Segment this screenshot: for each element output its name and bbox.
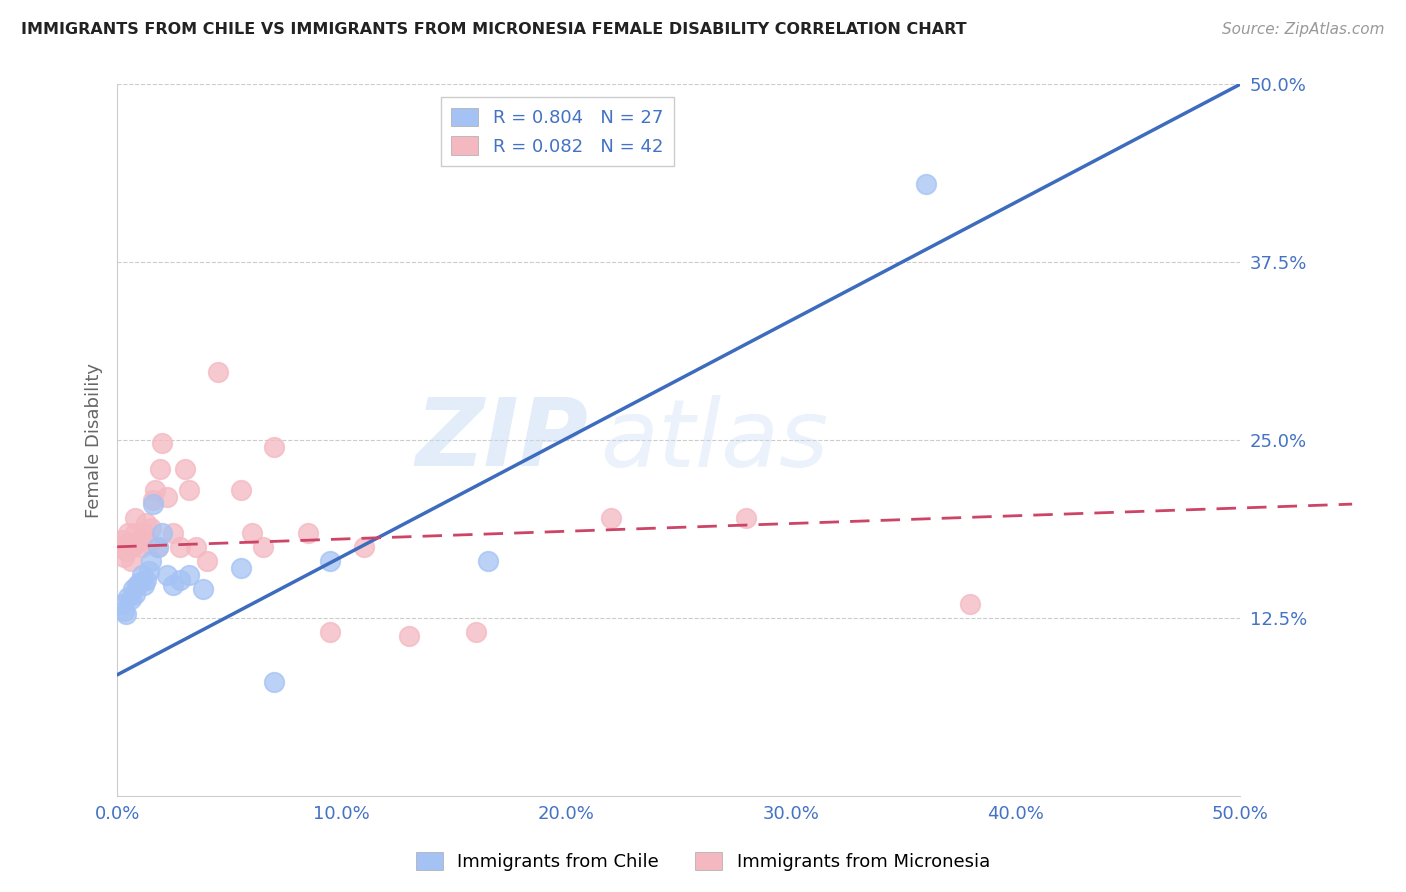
Point <box>477 554 499 568</box>
Point <box>128 533 150 547</box>
Point <box>139 554 162 568</box>
Point <box>142 492 165 507</box>
Point <box>108 540 131 554</box>
Point <box>150 436 173 450</box>
Point <box>111 597 134 611</box>
Point <box>127 578 149 592</box>
Point <box>115 607 138 621</box>
Point <box>134 525 156 540</box>
Point <box>155 490 177 504</box>
Point <box>252 540 274 554</box>
Point <box>319 554 342 568</box>
Point <box>111 533 134 547</box>
Point <box>600 511 623 525</box>
Point <box>155 568 177 582</box>
Point <box>117 590 139 604</box>
Point <box>139 521 162 535</box>
Point <box>263 440 285 454</box>
Point <box>143 483 166 497</box>
Point <box>959 597 981 611</box>
Point <box>162 578 184 592</box>
Point <box>169 573 191 587</box>
Point <box>124 511 146 525</box>
Legend: R = 0.804   N = 27, R = 0.082   N = 42: R = 0.804 N = 27, R = 0.082 N = 42 <box>440 97 673 167</box>
Point <box>135 573 157 587</box>
Point <box>177 483 200 497</box>
Point <box>134 578 156 592</box>
Point <box>128 575 150 590</box>
Point <box>207 365 229 379</box>
Point <box>112 604 135 618</box>
Point <box>138 535 160 549</box>
Point <box>150 525 173 540</box>
Point <box>297 525 319 540</box>
Text: IMMIGRANTS FROM CHILE VS IMMIGRANTS FROM MICRONESIA FEMALE DISABILITY CORRELATIO: IMMIGRANTS FROM CHILE VS IMMIGRANTS FROM… <box>21 22 967 37</box>
Point <box>120 554 142 568</box>
Point <box>146 540 169 554</box>
Point <box>131 540 153 554</box>
Point <box>263 675 285 690</box>
Point <box>465 625 488 640</box>
Point <box>122 582 145 597</box>
Point <box>191 582 214 597</box>
Point <box>229 483 252 497</box>
Point <box>177 568 200 582</box>
Point <box>319 625 342 640</box>
Point <box>914 177 936 191</box>
Point <box>138 564 160 578</box>
Point <box>142 497 165 511</box>
Text: ZIP: ZIP <box>416 394 589 486</box>
Point <box>229 561 252 575</box>
Point <box>117 525 139 540</box>
Point <box>149 461 172 475</box>
Point <box>135 516 157 530</box>
Point <box>173 461 195 475</box>
Point <box>162 525 184 540</box>
Point <box>115 544 138 558</box>
Point <box>146 540 169 554</box>
Point <box>353 540 375 554</box>
Point <box>127 535 149 549</box>
Text: atlas: atlas <box>600 394 828 485</box>
Point <box>195 554 218 568</box>
Point <box>398 629 420 643</box>
Point <box>117 535 139 549</box>
Y-axis label: Female Disability: Female Disability <box>86 363 103 517</box>
Legend: Immigrants from Chile, Immigrants from Micronesia: Immigrants from Chile, Immigrants from M… <box>409 845 997 879</box>
Point <box>120 592 142 607</box>
Point <box>169 540 191 554</box>
Point <box>124 587 146 601</box>
Point <box>184 540 207 554</box>
Point <box>124 525 146 540</box>
Point <box>112 549 135 564</box>
Text: Source: ZipAtlas.com: Source: ZipAtlas.com <box>1222 22 1385 37</box>
Point <box>122 540 145 554</box>
Point <box>131 568 153 582</box>
Point <box>240 525 263 540</box>
Point <box>734 511 756 525</box>
